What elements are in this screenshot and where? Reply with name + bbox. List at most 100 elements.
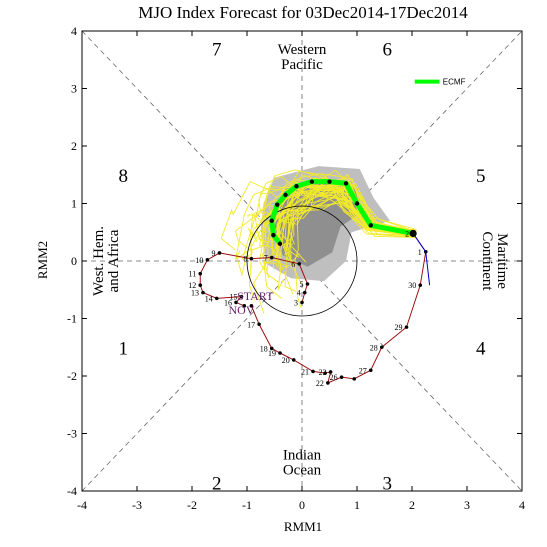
x-axis-label: RMM1 [284, 519, 322, 534]
y-tick-label: -3 [67, 427, 77, 441]
observed-point [205, 258, 210, 262]
ensemble-mean-point [327, 179, 332, 184]
observed-point-label: 5 [300, 280, 304, 289]
ensemble-mean-point [309, 179, 315, 184]
observed-point-label: 29 [395, 323, 403, 332]
observed-point-label: 4 [297, 289, 301, 298]
observed-point [201, 290, 205, 295]
observed-point [311, 369, 315, 374]
ensemble-mean-point [271, 232, 276, 238]
observed-point [323, 371, 327, 375]
y-tick-label: -4 [67, 484, 77, 498]
observed-point-label: 22 [316, 379, 324, 388]
y-tick-label: 2 [71, 139, 77, 153]
y-axis-label: RMM2 [35, 241, 50, 279]
observed-point [379, 345, 384, 350]
ensemble-member-line [241, 184, 414, 277]
observed-point [198, 271, 203, 276]
ensemble-mean-point [354, 201, 360, 206]
y-tick-label: 4 [71, 24, 77, 38]
ensemble-member-line [220, 180, 411, 251]
phase-number-label: 7 [212, 39, 222, 60]
region-label-western-pacific: Western [278, 42, 327, 58]
ensemble-mean-point [283, 192, 288, 198]
observed-point [214, 296, 219, 301]
observed-point [249, 304, 254, 308]
observed-point [339, 375, 344, 379]
observed-point-label: 9 [212, 249, 216, 258]
observed-point [297, 262, 302, 266]
observed-point-label: 19 [268, 349, 276, 358]
phase-number-label: 6 [383, 39, 393, 60]
x-tick-label: 2 [409, 498, 415, 512]
observed-blue-line [412, 233, 431, 286]
observed-point [418, 283, 423, 287]
observed-point-label: 2 [405, 229, 409, 238]
observed-point-label: 13 [191, 289, 199, 298]
observed-point-label: 18 [260, 344, 268, 353]
observed-point-label: 17 [247, 320, 255, 329]
observed-point-label: 26 [330, 373, 338, 382]
observed-point [300, 300, 304, 305]
observed-point [352, 377, 357, 381]
ensemble-mean-line [269, 179, 414, 246]
observed-point [404, 325, 409, 329]
x-tick-label: 3 [464, 498, 470, 512]
observed-point-label: 1 [418, 248, 422, 257]
observed-point [326, 381, 330, 385]
observed-point-label: 23 [319, 368, 327, 377]
observed-point [269, 346, 274, 351]
observed-point-label: 30 [408, 281, 416, 290]
ensemble-mean-point [294, 184, 299, 189]
observed-point [278, 351, 282, 355]
x-tick-label: 4 [519, 498, 525, 512]
observed-point [239, 294, 244, 299]
observed-point [242, 304, 247, 308]
y-tick-label: -2 [67, 369, 77, 383]
x-tick-label: 0 [299, 498, 305, 512]
phase-number-label: 3 [383, 473, 393, 494]
ensemble-mean-point [275, 202, 280, 207]
observed-point-label: 16 [224, 298, 232, 307]
phase-number-label: 4 [476, 338, 486, 359]
ensemble-mean-point [368, 223, 373, 228]
observed-point [302, 290, 307, 295]
x-tick-label: -3 [132, 498, 142, 512]
ensemble-mean-point [277, 241, 283, 246]
y-tick-label: 3 [71, 82, 77, 96]
legend-label: ECMF [443, 78, 466, 87]
region-label-indian-ocean: Ocean [283, 462, 322, 478]
observed-point-label: 11 [189, 270, 197, 279]
observed-point-label: 12 [188, 281, 196, 290]
y-tick-label: 0 [71, 254, 77, 268]
start-month-label: NOV [229, 303, 255, 317]
start-label: START [237, 289, 274, 303]
observed-point [249, 256, 254, 261]
observed-point [257, 322, 261, 327]
region-label-maritime-continent: Maritime [494, 233, 510, 289]
observed-point-label: 3 [294, 298, 298, 307]
x-tick-label: -2 [187, 498, 197, 512]
y-tick-label: 1 [71, 197, 77, 211]
y-tick-label: -1 [67, 312, 77, 326]
x-tick-label: -1 [242, 498, 252, 512]
observed-point-label: 15 [230, 293, 238, 302]
ensemble-member-line [261, 173, 415, 241]
observed-point [217, 251, 222, 255]
observed-point [368, 368, 373, 373]
observed-point-label: 8 [243, 255, 247, 264]
x-tick-label: 1 [354, 498, 360, 512]
observed-point [198, 283, 203, 287]
phase-number-label: 5 [476, 166, 486, 187]
region-label-west-hem-africa: and Africa [106, 229, 122, 292]
observed-point-label: 20 [282, 356, 290, 365]
observed-point [269, 255, 274, 260]
ensemble-member-line [247, 192, 412, 242]
ensemble-mean-point [269, 218, 274, 223]
observed-point [234, 300, 238, 305]
phase-number-label: 8 [119, 166, 129, 187]
chart-title: MJO Index Forecast for 03Dec2014-17Dec20… [138, 3, 468, 22]
observed-point-label: 27 [359, 366, 367, 375]
